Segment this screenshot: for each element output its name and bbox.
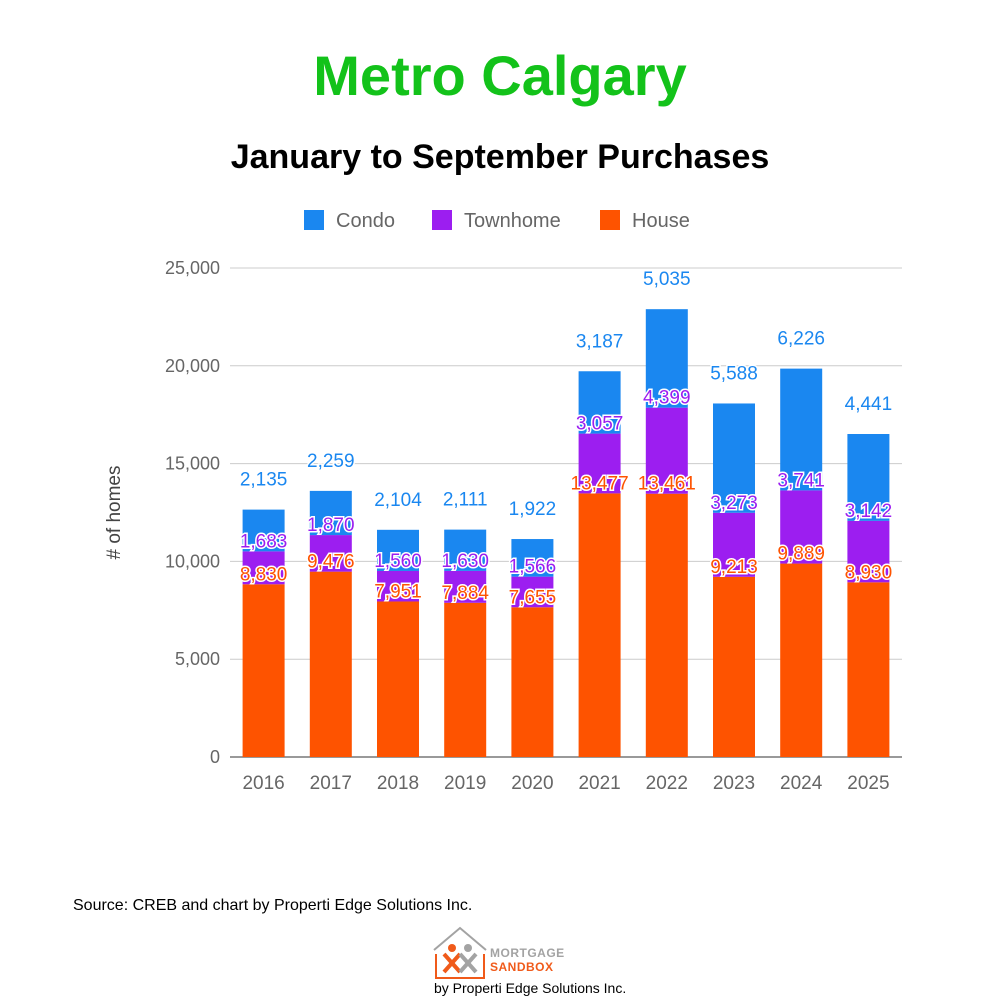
logo-text-sandbox: SANDBOX [490, 960, 554, 974]
bar-condo-2017 [309, 490, 352, 536]
bar-townhome-2019 [444, 570, 487, 603]
bar-house-2017 [309, 571, 352, 757]
data-label-condo-2024: 6,226 [777, 329, 825, 350]
y-tick-label: 5,000 [175, 649, 220, 669]
x-tick-label: 2018 [377, 773, 419, 794]
bar-house-2025 [847, 582, 890, 757]
bar-townhome-2017 [309, 535, 352, 572]
data-label-townhome-2019: 1,630 [441, 551, 489, 572]
data-label-house-2017: 9,476 [307, 552, 355, 573]
y-tick-label: 20,000 [165, 356, 220, 376]
bar-condo-2025 [847, 434, 890, 521]
y-tick-label: 0 [210, 747, 220, 767]
bar-condo-2019 [444, 529, 487, 571]
y-tick-label: 10,000 [165, 551, 220, 571]
y-tick-label: 15,000 [165, 454, 220, 474]
data-label-house-2024: 9,889 [777, 544, 825, 565]
chart-title: Metro Calgary [313, 44, 687, 107]
data-label-house-2025: 8,930 [845, 562, 893, 583]
legend-label-townhome: Townhome [464, 210, 561, 232]
bar-townhome-2016 [242, 551, 285, 585]
x-tick-label: 2022 [646, 773, 688, 794]
bar-condo-2020 [511, 539, 554, 577]
legend-swatch-house [600, 210, 620, 230]
data-label-townhome-2025: 3,142 [845, 501, 893, 522]
bar-townhome-2018 [377, 570, 419, 602]
data-label-condo-2016: 2,135 [240, 470, 288, 491]
data-label-townhome-2020: 1,566 [509, 557, 557, 578]
legend-label-house: House [632, 210, 690, 232]
legend-label-condo: Condo [336, 210, 395, 232]
data-label-townhome-2018: 1,560 [374, 551, 422, 572]
data-label-condo-2017: 2,259 [307, 451, 355, 472]
data-label-house-2016: 8,830 [240, 564, 288, 585]
house-people-icon [433, 926, 487, 979]
bar-condo-2018 [377, 529, 419, 571]
data-label-condo-2021: 3,187 [576, 331, 624, 352]
x-tick-label: 2017 [310, 773, 352, 794]
bar-house-2023 [713, 576, 755, 757]
x-tick-label: 2020 [511, 773, 553, 794]
data-label-house-2023: 9,213 [710, 557, 758, 578]
bar-townhome-2024 [780, 490, 823, 564]
x-tick-label: 2021 [578, 773, 620, 794]
mortgage-sandbox-logo: MORTGAGE SANDBOX by Properti Edge Soluti… [432, 924, 652, 1000]
source-note: Source: CREB and chart by Properti Edge … [73, 897, 473, 914]
legend-swatch-condo [304, 210, 324, 230]
bar-house-2018 [377, 601, 419, 757]
data-label-house-2020: 7,655 [509, 587, 557, 608]
bar-house-2024 [780, 563, 823, 757]
bar-townhome-2020 [511, 576, 554, 608]
data-label-townhome-2017: 1,870 [307, 515, 355, 536]
x-tick-label: 2025 [847, 773, 889, 794]
bar-house-2020 [511, 607, 554, 757]
bar-townhome-2025 [847, 520, 890, 583]
data-label-townhome-2021: 3,057 [576, 414, 624, 435]
bar-condo-2024 [780, 368, 823, 491]
bar-condo-2016 [242, 509, 285, 552]
data-label-townhome-2016: 1,683 [240, 531, 288, 552]
data-label-house-2021: 13,477 [571, 473, 629, 494]
data-label-condo-2023: 5,588 [710, 363, 758, 384]
bar-house-2021 [578, 493, 621, 757]
chart-subtitle: January to September Purchases [230, 138, 770, 176]
y-axis-label: # of homes [104, 466, 125, 560]
data-label-townhome-2022: 4,399 [643, 388, 691, 409]
data-label-townhome-2023: 3,273 [710, 493, 758, 514]
legend-swatch-townhome [432, 210, 452, 230]
data-label-condo-2025: 4,441 [845, 394, 893, 415]
data-label-condo-2018: 2,104 [374, 490, 422, 511]
x-tick-label: 2024 [780, 773, 823, 794]
bar-condo-2023 [713, 403, 755, 513]
data-label-condo-2020: 1,922 [509, 499, 557, 520]
logo-text-mortgage: MORTGAGE [490, 946, 565, 960]
data-label-house-2018: 7,951 [374, 581, 422, 602]
bar-house-2016 [242, 584, 285, 757]
bar-house-2019 [444, 602, 487, 757]
bar-house-2022 [645, 493, 688, 757]
bar-condo-2022 [645, 309, 688, 408]
data-label-townhome-2024: 3,741 [777, 470, 825, 491]
bar-condo-2021 [578, 371, 621, 434]
bar-townhome-2021 [578, 433, 621, 494]
data-label-condo-2019: 2,111 [443, 490, 488, 511]
bar-townhome-2023 [713, 512, 755, 577]
data-label-condo-2022: 5,035 [643, 269, 691, 290]
y-tick-label: 25,000 [165, 258, 220, 278]
x-tick-label: 2023 [713, 773, 755, 794]
x-tick-label: 2019 [444, 773, 486, 794]
data-label-house-2022: 13,461 [638, 474, 696, 495]
data-label-house-2019: 7,884 [441, 583, 489, 604]
bar-townhome-2022 [645, 407, 688, 494]
stacked-bar-chart: 0 5,000 10,000 15,000 20,000 25,000 # of homes… [104, 210, 902, 794]
logo-byline: by Properti Edge Solutions Inc. [434, 980, 627, 996]
x-tick-label: 2016 [242, 773, 284, 794]
